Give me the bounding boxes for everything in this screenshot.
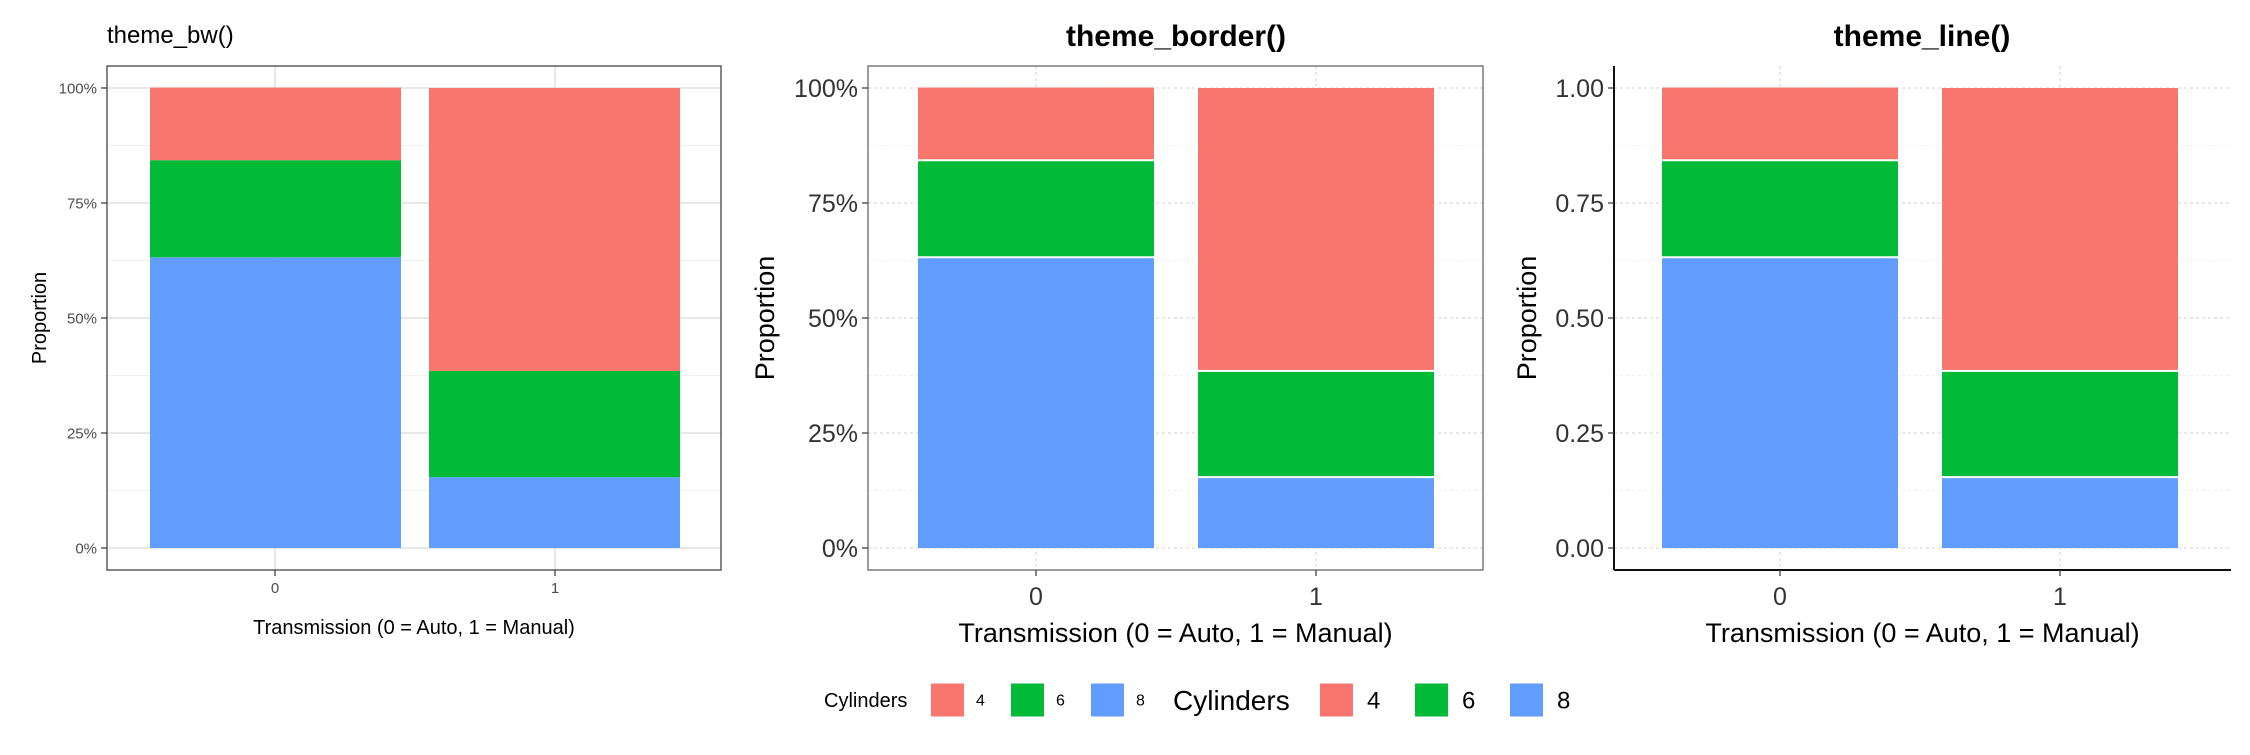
x-tick-label: 0 [1029, 583, 1043, 611]
legend-swatch-cyl4 [931, 683, 964, 717]
y-tick-label: 25% [67, 425, 97, 442]
legend-swatch-cyl6 [1415, 683, 1448, 717]
bar-segment-cyl4-am0 [918, 87, 1154, 161]
y-tick-label: 0% [75, 540, 97, 557]
legend-label-cyl6: 6 [1462, 687, 1475, 714]
x-tick-label: 1 [551, 580, 559, 597]
bar-segment-cyl4-am0 [1662, 87, 1898, 161]
chart-panel-1: 0% 25% 50% 75% 100% 0 1 Transmission (0 = Auto,… [29, 22, 722, 639]
y-tick-label: 50% [67, 310, 97, 327]
bar-segment-cyl6-am0 [1662, 160, 1898, 258]
y-tick-label: 100% [794, 75, 858, 103]
y-tick-label: 75% [67, 195, 97, 212]
legend-title: Cylinders [824, 690, 907, 712]
legend-label-cyl8: 8 [1136, 693, 1145, 710]
y-tick-label: 0% [822, 535, 858, 563]
y-tick-label: 0.75 [1555, 190, 1604, 218]
bar-segment-cyl8-am0 [150, 257, 401, 548]
x-axis-title: Transmission (0 = Auto, 1 = Manual) [958, 618, 1392, 648]
bar-segment-cyl4-am1 [429, 88, 680, 371]
bar-segment-cyl6-am1 [429, 370, 680, 478]
x-tick-label: 0 [271, 580, 279, 597]
bar-segment-cyl6-am0 [918, 160, 1154, 258]
bar-segment-cyl4-am0 [150, 87, 401, 161]
y-tick-label: 0.25 [1555, 420, 1604, 448]
bar-segment-cyl6-am1 [1942, 370, 2178, 478]
bar-segment-cyl8-am1 [1942, 477, 2178, 548]
y-tick-label: 25% [808, 420, 858, 448]
bar-segment-cyl6-am0 [150, 160, 401, 258]
y-tick-label: 50% [808, 305, 858, 333]
bar-segment-cyl8-am0 [1662, 257, 1898, 548]
chart-panel-2: 0% 25% 50% 75% 100% 0 1 Transmission (0 = Auto,… [750, 20, 1484, 648]
legend-legend_large: Cylinders 4 6 8 [1173, 683, 1570, 717]
chart-panel-3: 0.00 0.25 0.50 0.75 1.00 0 1 Transmission (0 = … [1512, 20, 2231, 648]
legend-label-cyl4: 4 [1367, 687, 1380, 714]
panel-title: theme_border() [1066, 20, 1286, 53]
legend-swatch-cyl6 [1011, 683, 1044, 717]
y-tick-label: 1.00 [1555, 75, 1604, 103]
legend-label-cyl4: 4 [976, 693, 985, 710]
x-axis-title: Transmission (0 = Auto, 1 = Manual) [253, 617, 575, 639]
bar-segment-cyl4-am1 [1198, 88, 1434, 371]
y-tick-label: 0.00 [1555, 535, 1604, 563]
y-tick-label: 75% [808, 190, 858, 218]
panel-title: theme_line() [1834, 20, 2011, 53]
legend-title: Cylinders [1173, 685, 1290, 716]
legend-swatch-cyl4 [1320, 683, 1353, 717]
x-tick-label: 1 [2053, 583, 2067, 611]
bar-segment-cyl6-am1 [1198, 370, 1434, 478]
bar-segment-cyl8-am0 [918, 257, 1154, 548]
legend-swatch-cyl8 [1510, 683, 1543, 717]
y-axis-title: Proportion [29, 272, 51, 364]
bar-segment-cyl8-am1 [1198, 477, 1434, 548]
legend-label-cyl8: 8 [1557, 687, 1570, 714]
y-tick-label: 100% [59, 80, 97, 97]
legend-label-cyl6: 6 [1056, 693, 1065, 710]
bar-segment-cyl8-am1 [429, 477, 680, 548]
legend-legend_small: Cylinders 4 6 8 [824, 683, 1145, 717]
x-tick-label: 1 [1309, 583, 1323, 611]
y-axis-title: Proportion [1512, 256, 1542, 381]
x-axis-title: Transmission (0 = Auto, 1 = Manual) [1705, 618, 2139, 648]
legend-swatch-cyl8 [1091, 683, 1124, 717]
y-tick-label: 0.50 [1555, 305, 1604, 333]
y-axis-title: Proportion [750, 256, 780, 381]
bar-segment-cyl4-am1 [1942, 88, 2178, 371]
x-tick-label: 0 [1773, 583, 1787, 611]
panel-title: theme_bw() [107, 22, 234, 49]
